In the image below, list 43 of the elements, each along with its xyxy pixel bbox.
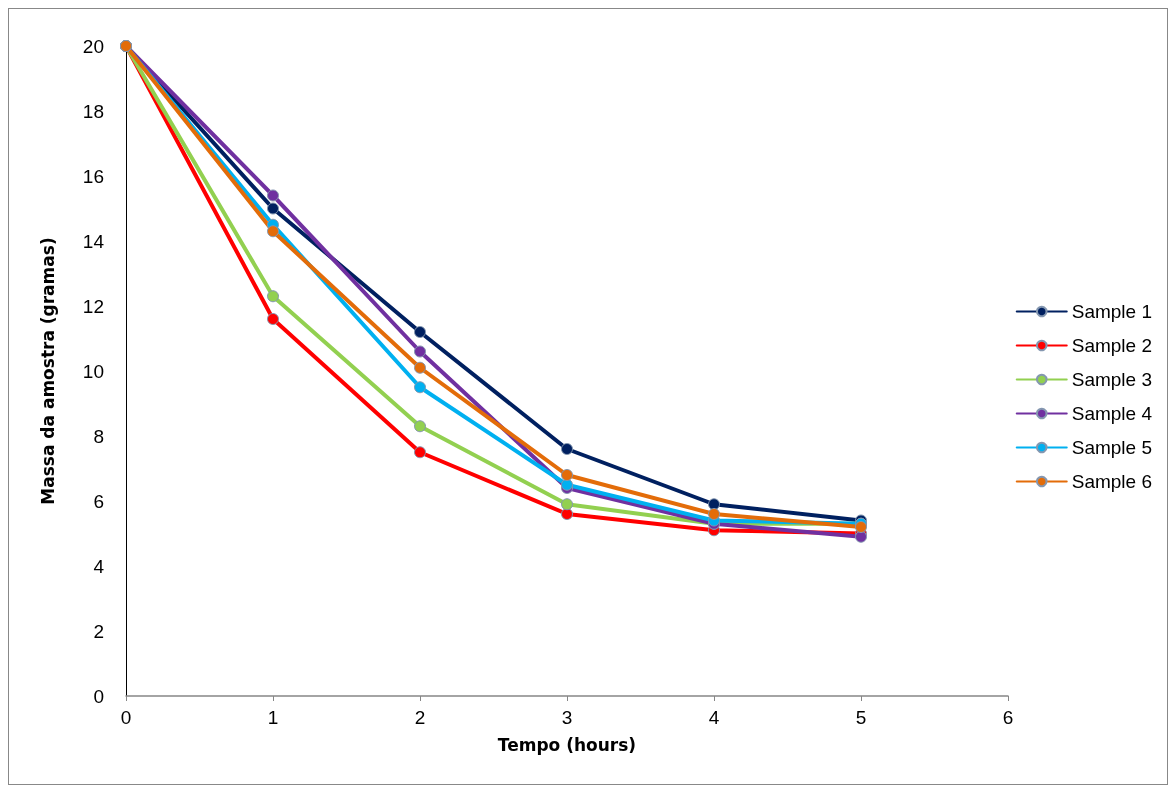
point xyxy=(267,290,279,303)
point xyxy=(267,189,279,202)
point xyxy=(414,345,426,358)
point xyxy=(561,508,573,520)
y-tick-label: 10 xyxy=(82,360,104,382)
point xyxy=(414,361,426,374)
legend-label: Sample 1 xyxy=(1071,301,1153,322)
point xyxy=(414,420,426,433)
legend-label: Sample 6 xyxy=(1071,471,1153,492)
y-tick-label: 18 xyxy=(82,100,104,122)
x-tick-label: 0 xyxy=(120,707,132,728)
point xyxy=(267,225,279,238)
point xyxy=(414,381,426,394)
x-tick-label: 6 xyxy=(1002,707,1014,728)
point xyxy=(267,202,279,215)
y-tick-label: 6 xyxy=(93,490,104,512)
x-tick-label: 1 xyxy=(267,707,279,728)
point xyxy=(414,326,426,338)
y-tick-label: 20 xyxy=(82,35,104,57)
y-tick-label: 16 xyxy=(82,165,104,187)
y-tick-label: 14 xyxy=(82,230,105,252)
point xyxy=(414,446,426,459)
y-tick-label: 8 xyxy=(93,425,104,447)
y-tick-label: 2 xyxy=(93,620,104,642)
legend-label: Sample 4 xyxy=(1071,403,1153,424)
x-tick-label: 5 xyxy=(855,707,867,728)
point xyxy=(561,469,573,481)
point xyxy=(855,521,867,533)
point xyxy=(267,313,279,325)
point xyxy=(708,508,720,520)
x-axis-title: Tempo (hours) xyxy=(497,734,637,755)
x-tick-label: 4 xyxy=(708,707,720,728)
point xyxy=(561,443,573,455)
y-tick-label: 12 xyxy=(82,295,104,317)
y-tick-label: 0 xyxy=(93,685,104,707)
legend-label: Sample 5 xyxy=(1071,437,1153,458)
legend-label: Sample 3 xyxy=(1071,369,1153,390)
y-tick-label: 4 xyxy=(93,555,105,577)
x-tick-label: 2 xyxy=(414,707,426,728)
y-axis-title: Massa da amostra (gramas) xyxy=(37,237,58,505)
point xyxy=(561,498,573,511)
legend-label: Sample 2 xyxy=(1071,335,1153,356)
x-tick-label: 3 xyxy=(561,707,573,728)
